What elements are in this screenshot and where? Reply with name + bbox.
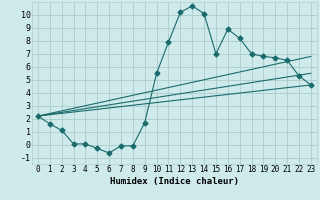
X-axis label: Humidex (Indice chaleur): Humidex (Indice chaleur) — [110, 177, 239, 186]
